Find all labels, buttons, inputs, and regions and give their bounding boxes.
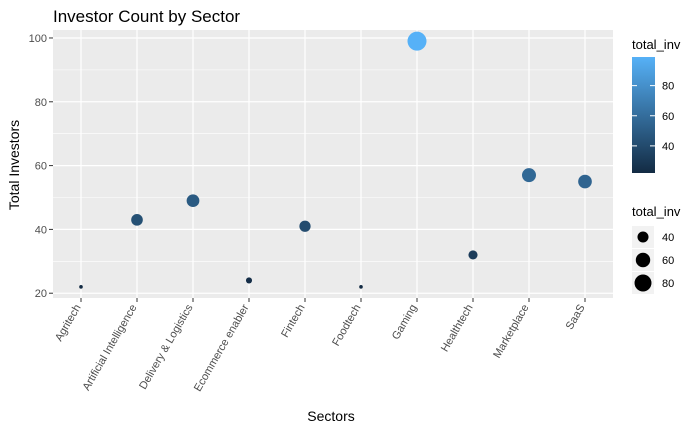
x-tick-label: Fintech — [279, 303, 307, 340]
legend-layer: total_inv 40 60 80 total_inv 40 60 80 — [632, 37, 681, 294]
colorbar-label: 60 — [662, 111, 674, 123]
colorbar-label: 40 — [662, 141, 674, 153]
size-key-point — [637, 231, 649, 243]
x-tick-label: SaaS — [564, 303, 588, 332]
data-point — [359, 285, 363, 289]
size-key-label: 40 — [662, 232, 674, 244]
color-legend-title: total_inv — [632, 37, 681, 52]
x-tick-label: Ecommerce enabler — [192, 302, 252, 394]
grid-layer — [53, 30, 613, 298]
data-point — [299, 220, 311, 232]
x-tick-label: Foodtech — [330, 303, 363, 349]
size-legend-keys: 40 60 80 — [632, 226, 674, 294]
x-tick-label: Artificial Intelligence — [81, 303, 140, 393]
color-legend-ticks: 40 60 80 — [632, 81, 674, 153]
y-tick-label: 80 — [35, 97, 47, 109]
size-key-point — [634, 274, 652, 292]
y-tick-label: 100 — [29, 33, 47, 45]
data-point — [578, 174, 592, 189]
x-tick-label: Agritech — [53, 303, 84, 344]
x-axis-title: Sectors — [307, 408, 354, 424]
points-layer — [79, 31, 592, 289]
data-point — [131, 214, 143, 226]
colorbar-label: 80 — [662, 81, 674, 93]
x-tick-label: Gaming — [390, 303, 420, 342]
x-tick-label: Healthtech — [439, 303, 476, 355]
y-tick-label: 40 — [35, 224, 47, 236]
y-tick-label: 20 — [35, 288, 47, 300]
size-key-label: 60 — [662, 255, 674, 267]
plot-panel — [53, 30, 613, 298]
y-tick-label: 60 — [35, 161, 47, 173]
data-point — [186, 194, 200, 208]
data-point — [522, 168, 536, 183]
data-point — [245, 277, 253, 284]
size-legend-title: total_inv — [632, 204, 681, 219]
chart-title: Investor Count by Sector — [53, 7, 240, 26]
x-tick-label: Delivery & Logistics — [137, 302, 196, 392]
data-point — [468, 250, 478, 260]
x-tick-label: Marketplace — [491, 303, 531, 361]
size-key-label: 80 — [662, 278, 674, 290]
data-point — [79, 285, 83, 289]
data-point — [407, 31, 427, 51]
size-key-point — [635, 252, 651, 268]
colorbar — [632, 57, 655, 173]
y-axis-title: Total Investors — [6, 120, 22, 210]
